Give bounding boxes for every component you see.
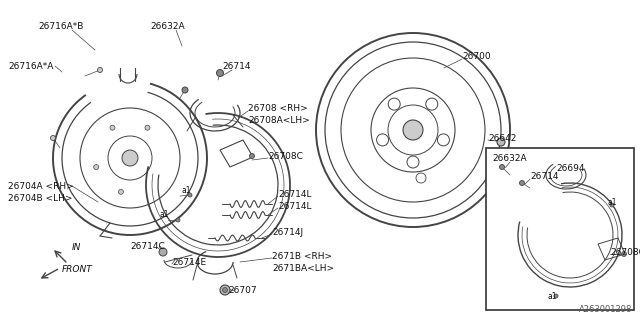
Circle shape [176,218,180,222]
Text: a1: a1 [548,292,557,301]
Ellipse shape [437,134,449,146]
Text: 26714C: 26714C [130,242,164,251]
Circle shape [223,287,227,292]
Circle shape [97,68,102,73]
Bar [486,148,634,310]
Circle shape [118,189,124,194]
Ellipse shape [426,98,438,110]
Text: 26694: 26694 [556,164,584,173]
Text: IN: IN [72,243,81,252]
Circle shape [621,252,627,257]
Circle shape [497,138,505,146]
Text: FRONT: FRONT [62,265,93,274]
Text: 26642: 26642 [488,134,516,143]
Text: 26714: 26714 [530,172,559,181]
Text: 2671BA<LH>: 2671BA<LH> [272,264,334,273]
Text: A263001298: A263001298 [579,305,632,314]
Circle shape [554,294,558,298]
Text: 26704A <RH>: 26704A <RH> [8,182,74,191]
Text: 26716A*A: 26716A*A [8,62,53,71]
Text: 26708C: 26708C [610,248,640,257]
Text: 26708 <RH>: 26708 <RH> [248,104,308,113]
Circle shape [520,180,525,186]
Text: 26714: 26714 [222,62,250,71]
Text: 26632A: 26632A [492,154,527,163]
Text: a1: a1 [160,210,170,219]
Text: 26708A<LH>: 26708A<LH> [248,116,310,125]
Text: 26708C: 26708C [268,152,303,161]
Circle shape [250,154,255,158]
Text: 2671B <RH>: 2671B <RH> [272,252,332,261]
Text: 26704B <LH>: 26704B <LH> [8,194,72,203]
Ellipse shape [416,173,426,183]
Ellipse shape [407,156,419,168]
Text: 26632A: 26632A [150,22,184,31]
Circle shape [499,164,504,170]
Circle shape [159,248,167,256]
Circle shape [610,203,614,207]
Text: 26716A*B: 26716A*B [38,22,83,31]
Ellipse shape [388,98,400,110]
Circle shape [216,69,223,76]
Text: 26700: 26700 [462,52,491,61]
Circle shape [220,285,230,295]
Text: a1: a1 [608,198,618,207]
Text: 26714E: 26714E [172,258,206,267]
Circle shape [182,87,188,93]
Text: 26714L: 26714L [278,202,312,211]
Circle shape [93,164,99,170]
Circle shape [145,125,150,130]
Circle shape [110,125,115,130]
Ellipse shape [376,134,388,146]
Ellipse shape [403,120,423,140]
Circle shape [188,193,192,197]
Text: 26707: 26707 [228,286,257,295]
Text: a1: a1 [182,186,191,195]
Ellipse shape [122,150,138,166]
Text: 26714J: 26714J [272,228,303,237]
Text: 26714L: 26714L [278,190,312,199]
Circle shape [51,135,56,140]
